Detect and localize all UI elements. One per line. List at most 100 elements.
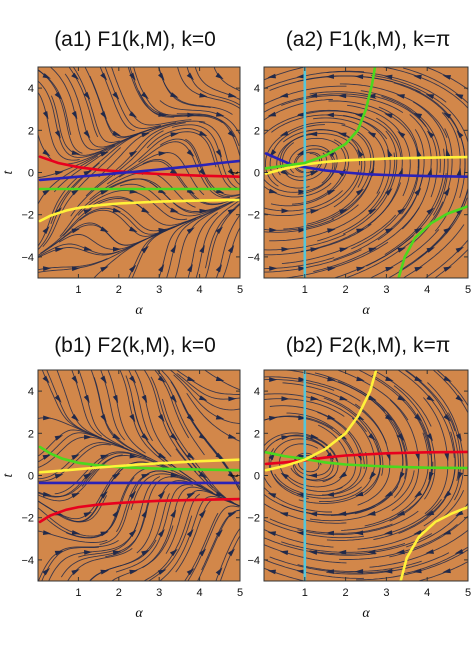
stream-arrow <box>54 550 64 556</box>
curve-green <box>264 67 377 170</box>
stream-arrow <box>186 568 195 576</box>
streamline <box>264 70 365 90</box>
stream-arrow <box>267 531 277 536</box>
stream-arrow <box>71 189 80 196</box>
stream-arrow <box>338 471 347 479</box>
stream-arrow <box>112 91 120 100</box>
stream-arrow <box>198 548 207 557</box>
stream-arrow <box>83 91 91 100</box>
streamline <box>187 505 239 581</box>
stream-arrow <box>426 207 435 215</box>
stream-arrow <box>415 452 420 462</box>
stream-arrow <box>396 94 405 99</box>
stream-arrow <box>42 530 52 535</box>
stream-arrow <box>338 93 347 99</box>
x-axis-label: α <box>362 606 370 621</box>
streamline <box>159 100 240 136</box>
stream-arrow <box>112 207 122 213</box>
stream-arrow <box>384 568 393 574</box>
y-tick-label: −2 <box>247 513 260 525</box>
stream-arrow <box>186 376 196 382</box>
stream-arrow <box>397 208 406 215</box>
stream-arrow <box>454 93 464 100</box>
curve-blue <box>264 152 468 178</box>
streamline <box>90 370 150 459</box>
stream-arrow <box>186 149 195 157</box>
streamline <box>107 370 146 454</box>
streamline <box>186 67 240 106</box>
stream-arrow <box>100 226 109 233</box>
stream-arrow <box>170 207 179 213</box>
stream-arrow <box>128 111 138 118</box>
stream-arrow <box>444 452 450 462</box>
stream-arrow <box>100 151 109 157</box>
stream-arrow <box>455 395 464 402</box>
streamline <box>264 204 359 233</box>
stream-arrow <box>71 569 80 575</box>
y-tick-label: 2 <box>28 125 34 137</box>
stream-arrow <box>414 266 423 272</box>
stream-arrow <box>100 569 109 575</box>
x-tick-label: 1 <box>302 284 308 296</box>
panel-title: (a1) F1(k,M), k=0 <box>54 28 216 51</box>
stream-arrow <box>215 376 225 381</box>
y-tick-label: −2 <box>21 210 34 222</box>
streamline <box>67 548 133 581</box>
streamline <box>369 529 468 568</box>
streamline <box>158 67 211 108</box>
streamline <box>264 85 347 105</box>
stream-arrow <box>269 266 278 271</box>
y-tick-label: −2 <box>21 513 34 525</box>
stream-arrow <box>414 414 422 422</box>
panel-2: (a2) F1(k,M), k=π 1 2 3 4 5 −4 −2 0 2 4 α t <box>227 28 471 318</box>
streamline <box>264 249 362 273</box>
y-tick-label: −4 <box>21 252 34 264</box>
y-tick-label: 0 <box>28 471 34 483</box>
streamline <box>38 245 134 273</box>
y-tick-label: 2 <box>28 428 34 440</box>
stream-arrow <box>354 530 364 536</box>
stream-arrow <box>141 132 150 138</box>
stream-arrow <box>269 227 278 233</box>
streamline <box>264 398 345 417</box>
streamline <box>104 67 162 129</box>
stream-arrow <box>112 394 119 404</box>
streamline <box>195 199 240 278</box>
stream-arrow <box>396 549 405 555</box>
stream-arrow <box>157 375 166 383</box>
stream-arrow <box>227 168 235 177</box>
streamline <box>369 229 440 278</box>
plot-area <box>38 370 240 581</box>
streamline <box>264 182 332 198</box>
stream-arrow <box>442 529 452 535</box>
stream-arrow <box>425 549 434 554</box>
curve-red <box>38 497 240 524</box>
stream-arrow <box>298 227 307 233</box>
streamline <box>38 466 98 497</box>
stream-arrow <box>443 266 452 272</box>
streamline <box>372 370 432 427</box>
curve-blue <box>38 159 240 182</box>
stream-arrow <box>129 150 138 157</box>
stream-arrow <box>129 453 138 459</box>
stream-arrow <box>455 510 464 517</box>
curve-yellow <box>264 155 468 175</box>
y-tick-label: −4 <box>21 555 34 567</box>
stream-arrow <box>112 509 120 518</box>
streamline <box>156 370 205 456</box>
stream-arrow <box>267 73 276 79</box>
streamline <box>38 444 111 482</box>
streamline <box>406 502 468 548</box>
y-tick-label: 2 <box>254 428 260 440</box>
stream-arrow <box>456 167 462 177</box>
x-tick-label: 4 <box>424 284 430 296</box>
streamline <box>403 67 468 104</box>
stream-arrow <box>281 208 290 214</box>
stream-arrow <box>367 549 376 555</box>
stream-arrow <box>227 512 237 518</box>
stream-arrow <box>43 266 52 271</box>
streamline <box>264 567 307 581</box>
stream-arrow <box>112 433 121 440</box>
streamline <box>56 370 129 450</box>
panel-1: (a1) F1(k,M), k=0 1 2 3 4 5 −4 −2 0 2 4 α t <box>1 28 243 318</box>
